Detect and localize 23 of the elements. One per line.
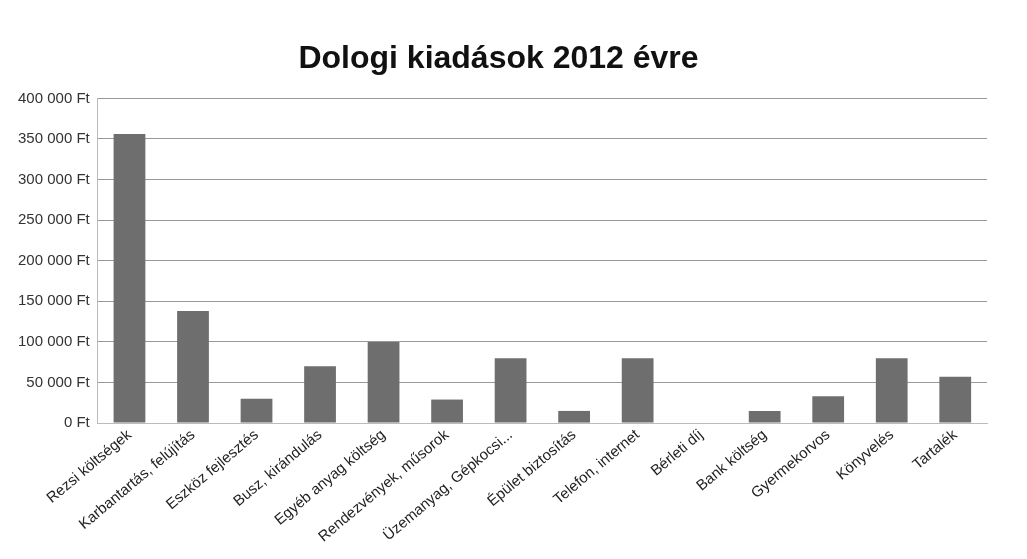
y-tick-label: 0 Ft [63,413,91,431]
bar [367,341,400,423]
bar [240,398,273,423]
y-tick-label: 200 000 Ft [18,250,91,268]
y-tick-label: 250 000 Ft [18,210,91,228]
y-tick-label: 400 000 Ft [18,88,91,106]
y-tick-label: 100 000 Ft [18,332,91,350]
bar [812,396,845,423]
y-tick-label: 150 000 Ft [18,291,91,309]
bar [431,399,463,423]
bar [177,311,209,423]
bar [748,410,781,423]
bar [875,358,908,423]
y-tick-label: 300 000 Ft [18,169,91,187]
y-tick-label: 350 000 Ft [18,129,91,147]
chart-title: Dologi kiadások 2012 évre [298,39,699,76]
bar [558,410,590,423]
bar [621,358,654,423]
y-tick-label: 50 000 Ft [26,372,91,390]
bar [939,376,972,423]
bar [304,366,336,423]
bar [494,358,527,423]
bar [113,134,146,423]
